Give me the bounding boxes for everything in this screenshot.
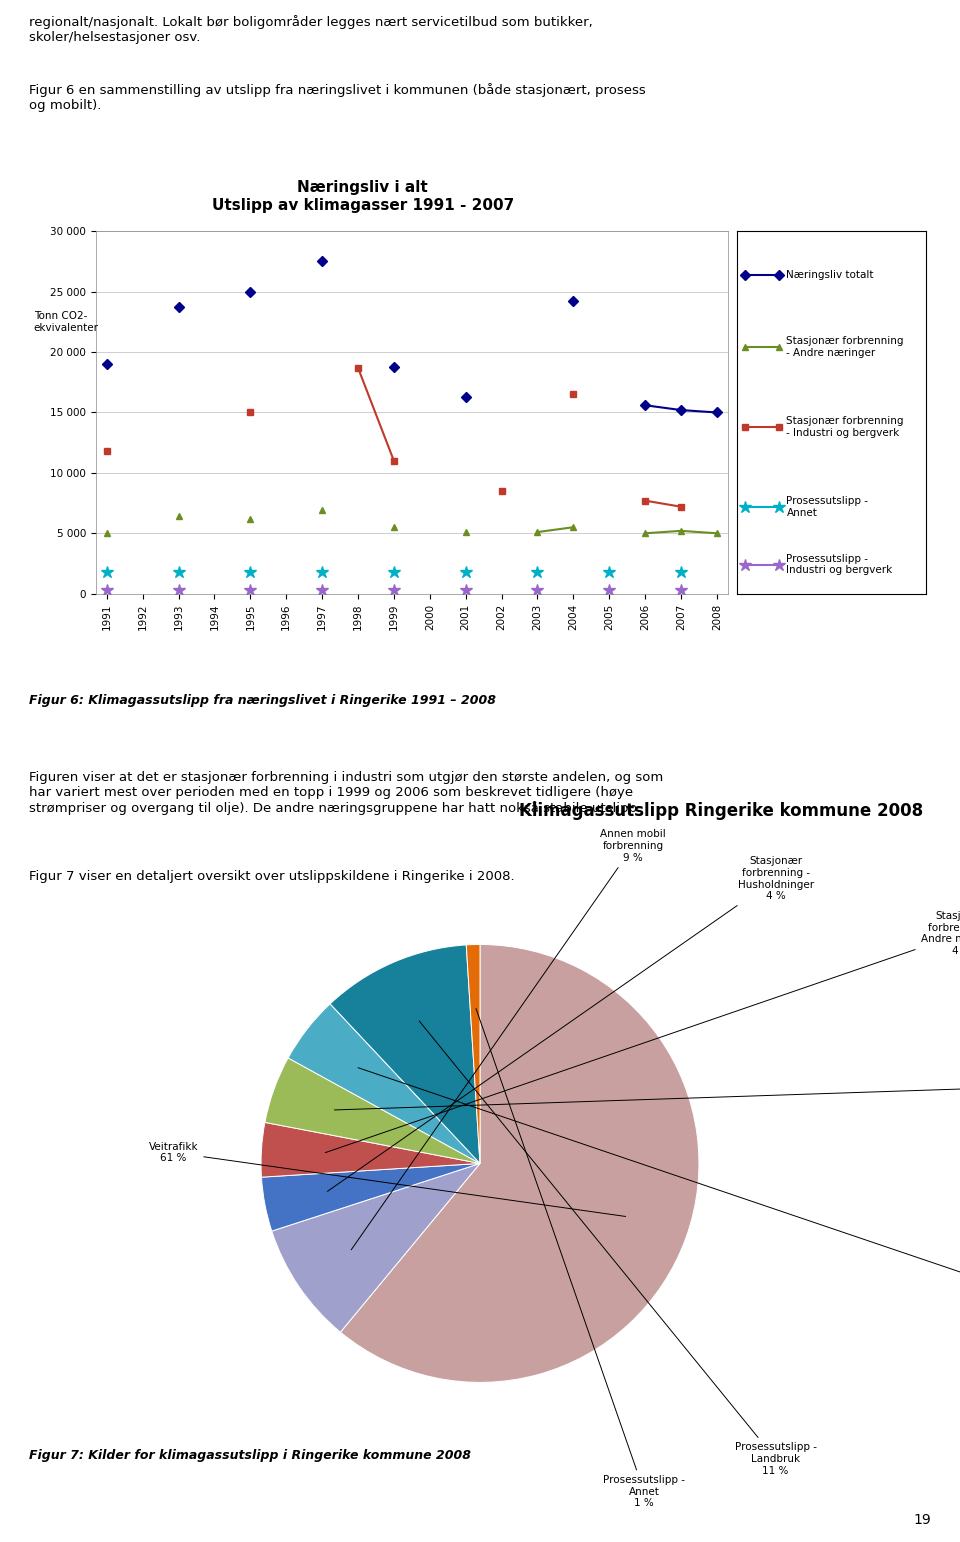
Text: Figuren viser at det er stasjonær forbrenning i industri som utgjør den største : Figuren viser at det er stasjonær forbre… <box>29 771 663 816</box>
Text: Klimagassutslipp Ringerike kommune 2008: Klimagassutslipp Ringerike kommune 2008 <box>518 802 923 820</box>
Text: Annen mobil
forbrenning
9 %: Annen mobil forbrenning 9 % <box>351 830 666 1249</box>
Wedge shape <box>330 945 480 1164</box>
Text: Stasjonær forbrenning
- Andre næringer: Stasjonær forbrenning - Andre næringer <box>786 336 904 358</box>
Text: Figur 6 en sammenstilling av utslipp fra næringslivet i kommunen (både stasjonær: Figur 6 en sammenstilling av utslipp fra… <box>29 83 645 113</box>
Wedge shape <box>265 1058 480 1164</box>
Wedge shape <box>341 944 699 1382</box>
Text: Næringsliv totalt: Næringsliv totalt <box>786 270 874 279</box>
Text: Prosessutslipp -
Annet: Prosessutslipp - Annet <box>786 497 869 518</box>
Text: Tonn CO2-
ekvivalenter: Tonn CO2- ekvivalenter <box>34 311 99 333</box>
Text: Prosessutslipp -
Landbruk
11 %: Prosessutslipp - Landbruk 11 % <box>420 1021 817 1476</box>
Text: Veitrafikk
61 %: Veitrafikk 61 % <box>149 1141 626 1217</box>
Text: Næringsliv i alt
Utslipp av klimagasser 1991 - 2007: Næringsliv i alt Utslipp av klimagasser … <box>211 180 514 213</box>
Text: regionalt/nasjonalt. Lokalt bør boligområder legges nært servicetilbud som butik: regionalt/nasjonalt. Lokalt bør boligomr… <box>29 15 592 45</box>
Wedge shape <box>467 944 480 1164</box>
Wedge shape <box>272 1164 480 1332</box>
Wedge shape <box>288 1004 480 1164</box>
Text: Prosessutslipp -
Annet
1 %: Prosessutslipp - Annet 1 % <box>476 1008 685 1508</box>
Text: Stasjonær forbrenning
- Industri og bergverk: Stasjonær forbrenning - Industri og berg… <box>786 416 904 438</box>
Text: Stasjonær
forbrenning -
Husholdninger
4 %: Stasjonær forbrenning - Husholdninger 4 … <box>327 856 814 1192</box>
Wedge shape <box>261 1123 480 1177</box>
Text: Figur 7: Kilder for klimagassutslipp i Ringerike kommune 2008: Figur 7: Kilder for klimagassutslipp i R… <box>29 1449 470 1462</box>
Wedge shape <box>261 1164 480 1231</box>
Text: Stasjonær
forbrenning -
Andre næringer
4 %: Stasjonær forbrenning - Andre næringer 4… <box>325 911 960 1152</box>
Text: Stasjonær
forbrenning -
Industri og
bergverk
5 %: Stasjonær forbrenning - Industri og berg… <box>334 1059 960 1115</box>
Text: Figur 6: Klimagassutslipp fra næringslivet i Ringerike 1991 – 2008: Figur 6: Klimagassutslipp fra næringsliv… <box>29 694 495 706</box>
Text: Figur 7 viser en detaljert oversikt over utslippskildene i Ringerike i 2008.: Figur 7 viser en detaljert oversikt over… <box>29 870 515 882</box>
Text: Prosessutslipp -
Luftutslipp fra
avfallsdeponier
5 %: Prosessutslipp - Luftutslipp fra avfalls… <box>358 1067 960 1317</box>
Text: Prosessutslipp -
Industri og bergverk: Prosessutslipp - Industri og bergverk <box>786 554 893 575</box>
Text: 19: 19 <box>914 1513 931 1527</box>
